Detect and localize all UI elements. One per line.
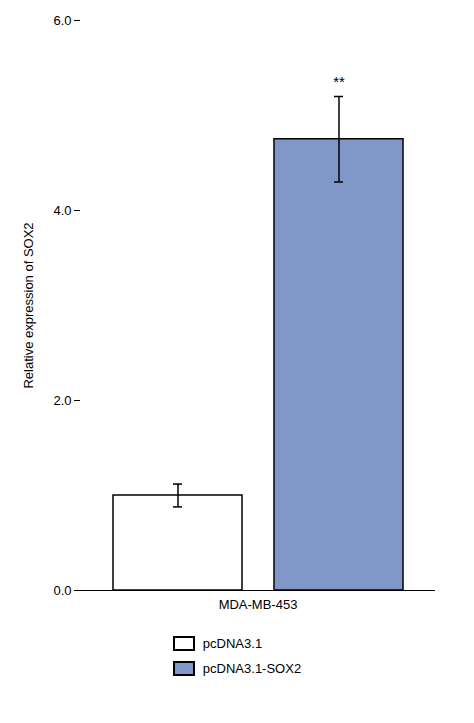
svg-text:Relative expression of SOX2: Relative expression of SOX2 — [21, 222, 36, 388]
svg-text:0.0: 0.0 — [53, 583, 71, 598]
svg-text:2.0: 2.0 — [53, 393, 71, 408]
html-text:pcDNA3.1-SOX2: pcDNA3.1-SOX2 — [202, 661, 302, 676]
svg-text:**: ** — [333, 73, 345, 90]
svg-text:MDA-MB-453: MDA-MB-453 — [219, 597, 298, 612]
html-text:pcDNA3.1: pcDNA3.1 — [202, 636, 263, 651]
svg-text:6.0: 6.0 — [53, 13, 71, 28]
svg-text:4.0: 4.0 — [53, 203, 71, 218]
